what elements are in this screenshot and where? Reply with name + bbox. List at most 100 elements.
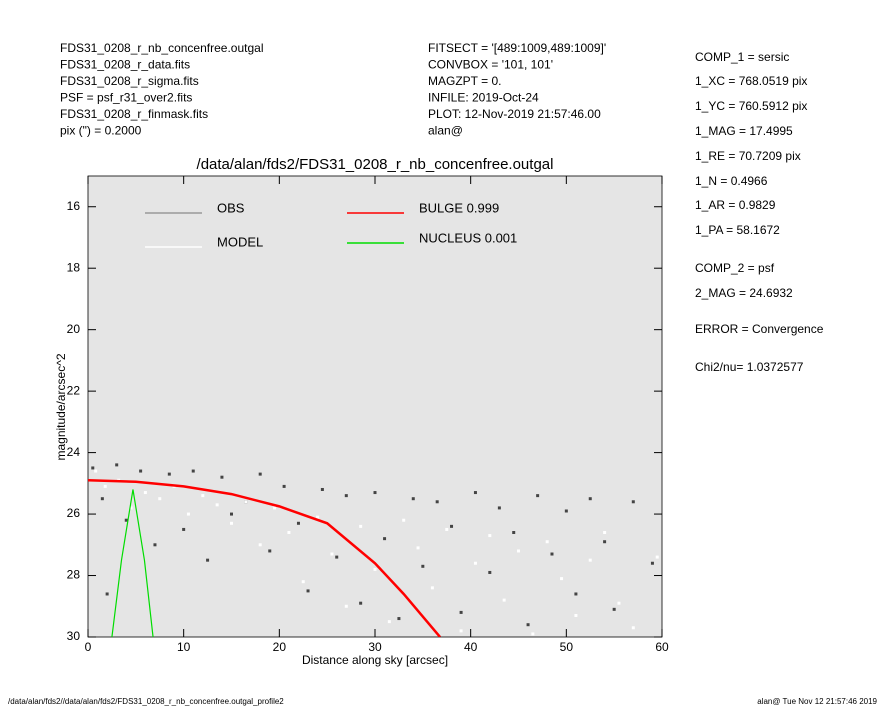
x-tick-label: 60	[655, 640, 669, 654]
data-point	[191, 469, 195, 473]
legend-label: NUCLEUS 0.001	[419, 230, 517, 245]
x-axis-label: Distance along sky [arcsec]	[302, 653, 448, 667]
data-point	[373, 567, 377, 571]
data-point	[301, 580, 305, 584]
data-point	[650, 561, 654, 565]
data-point	[344, 494, 348, 498]
data-point	[330, 552, 334, 556]
legend-label: MODEL	[217, 234, 263, 249]
x-tick-label: 30	[368, 640, 382, 654]
data-point	[287, 531, 291, 535]
data-point	[316, 515, 320, 519]
data-point	[244, 500, 248, 504]
data-point	[588, 558, 592, 562]
data-point	[517, 549, 520, 553]
data-point	[282, 484, 286, 488]
data-line	[88, 479, 442, 637]
header-middle-line: MAGZPT = 0.	[428, 74, 501, 88]
data-point	[273, 506, 277, 510]
data-point	[473, 491, 477, 495]
y-tick-label: 26	[67, 506, 81, 520]
data-point	[445, 527, 449, 531]
data-point	[129, 506, 133, 510]
data-point	[617, 601, 621, 605]
x-tick-label: 20	[273, 640, 287, 654]
data-point	[359, 524, 363, 528]
data-point	[603, 540, 607, 544]
header-left-line: FDS31_0208_r_sigma.fits	[60, 74, 199, 88]
y-tick-label: 22	[67, 383, 81, 397]
data-point	[560, 577, 564, 581]
data-point	[306, 589, 310, 593]
header-right-line: 1_XC = 768.0519 pix	[695, 74, 807, 88]
footer-right: alan@ Tue Nov 12 21:57:46 2019	[757, 697, 877, 706]
data-point	[182, 527, 186, 531]
header-right-line: 1_RE = 70.7209 pix	[695, 149, 801, 163]
header-right-line: 2_MAG = 24.6932	[695, 286, 793, 300]
x-tick-label: 0	[85, 640, 92, 654]
data-point	[588, 497, 592, 501]
header-right-line: COMP_1 = sersic	[695, 50, 789, 64]
data-point	[512, 531, 516, 535]
y-tick-label: 28	[67, 568, 81, 582]
header-right-line: 1_AR = 0.9829	[695, 198, 776, 212]
header-left-line: FDS31_0208_r_nb_concenfree.outgal	[60, 41, 263, 55]
data-point	[421, 564, 425, 568]
data-point	[488, 534, 492, 538]
data-point	[550, 552, 554, 556]
y-tick-label: 24	[67, 445, 81, 459]
data-point	[430, 586, 434, 590]
data-point	[459, 610, 463, 614]
data-point	[564, 509, 568, 513]
header-middle-line: INFILE: 2019-Oct-24	[428, 91, 539, 105]
data-point	[103, 484, 107, 488]
chart-title: /data/alan/fds2/FDS31_0208_r_nb_concenfr…	[197, 156, 554, 173]
x-tick-label: 10	[177, 640, 191, 654]
data-point	[105, 592, 109, 596]
data-point	[115, 463, 119, 467]
header-left-line: pix (") = 0.2000	[60, 124, 142, 138]
data-point	[397, 617, 401, 621]
header-right-line: 1_MAG = 17.4995	[695, 124, 793, 138]
legend-label: BULGE 0.999	[419, 200, 499, 215]
data-point	[230, 512, 233, 516]
data-point	[359, 601, 363, 605]
header-left-line: PSF = psf_r31_over2.fits	[60, 91, 192, 105]
data-point	[201, 494, 205, 498]
header-left-line: FDS31_0208_r_finmask.fits	[60, 107, 208, 121]
data-point	[387, 620, 391, 624]
data-point	[612, 607, 616, 611]
header-middle-line: alan@	[428, 124, 463, 138]
plot-background	[87, 175, 663, 638]
header-left-line: FDS31_0208_r_data.fits	[60, 58, 190, 72]
header-middle-line: PLOT: 12-Nov-2019 21:57:46.00	[428, 107, 601, 121]
data-point	[502, 598, 506, 602]
data-point	[230, 521, 233, 525]
y-tick-label: 18	[67, 260, 81, 274]
footer-left: /data/alan/fds2//data/alan/fds2/FDS31_02…	[8, 697, 284, 706]
data-point	[402, 518, 406, 522]
data-point	[100, 497, 104, 501]
legend-label: OBS	[217, 200, 245, 215]
data-point	[158, 497, 162, 501]
data-point	[450, 524, 454, 528]
y-tick-label: 20	[67, 322, 81, 336]
y-tick-label: 30	[67, 629, 81, 643]
data-point	[220, 475, 224, 479]
data-point	[574, 613, 578, 617]
data-point	[153, 543, 157, 547]
header-right-line: Chi2/nu= 1.0372577	[695, 360, 804, 374]
data-line	[111, 489, 154, 637]
data-point	[531, 632, 535, 636]
y-axis-label: magnitude/arcsec^2	[54, 353, 68, 460]
y-tick-label: 16	[67, 199, 81, 213]
header-middle-line: FITSECT = '[489:1009,489:1009]'	[428, 41, 606, 55]
data-point	[411, 497, 415, 501]
data-point	[373, 491, 377, 495]
data-point	[603, 531, 607, 535]
data-point	[526, 623, 530, 627]
data-point	[631, 500, 635, 504]
data-point	[473, 561, 477, 565]
data-point	[488, 570, 492, 574]
